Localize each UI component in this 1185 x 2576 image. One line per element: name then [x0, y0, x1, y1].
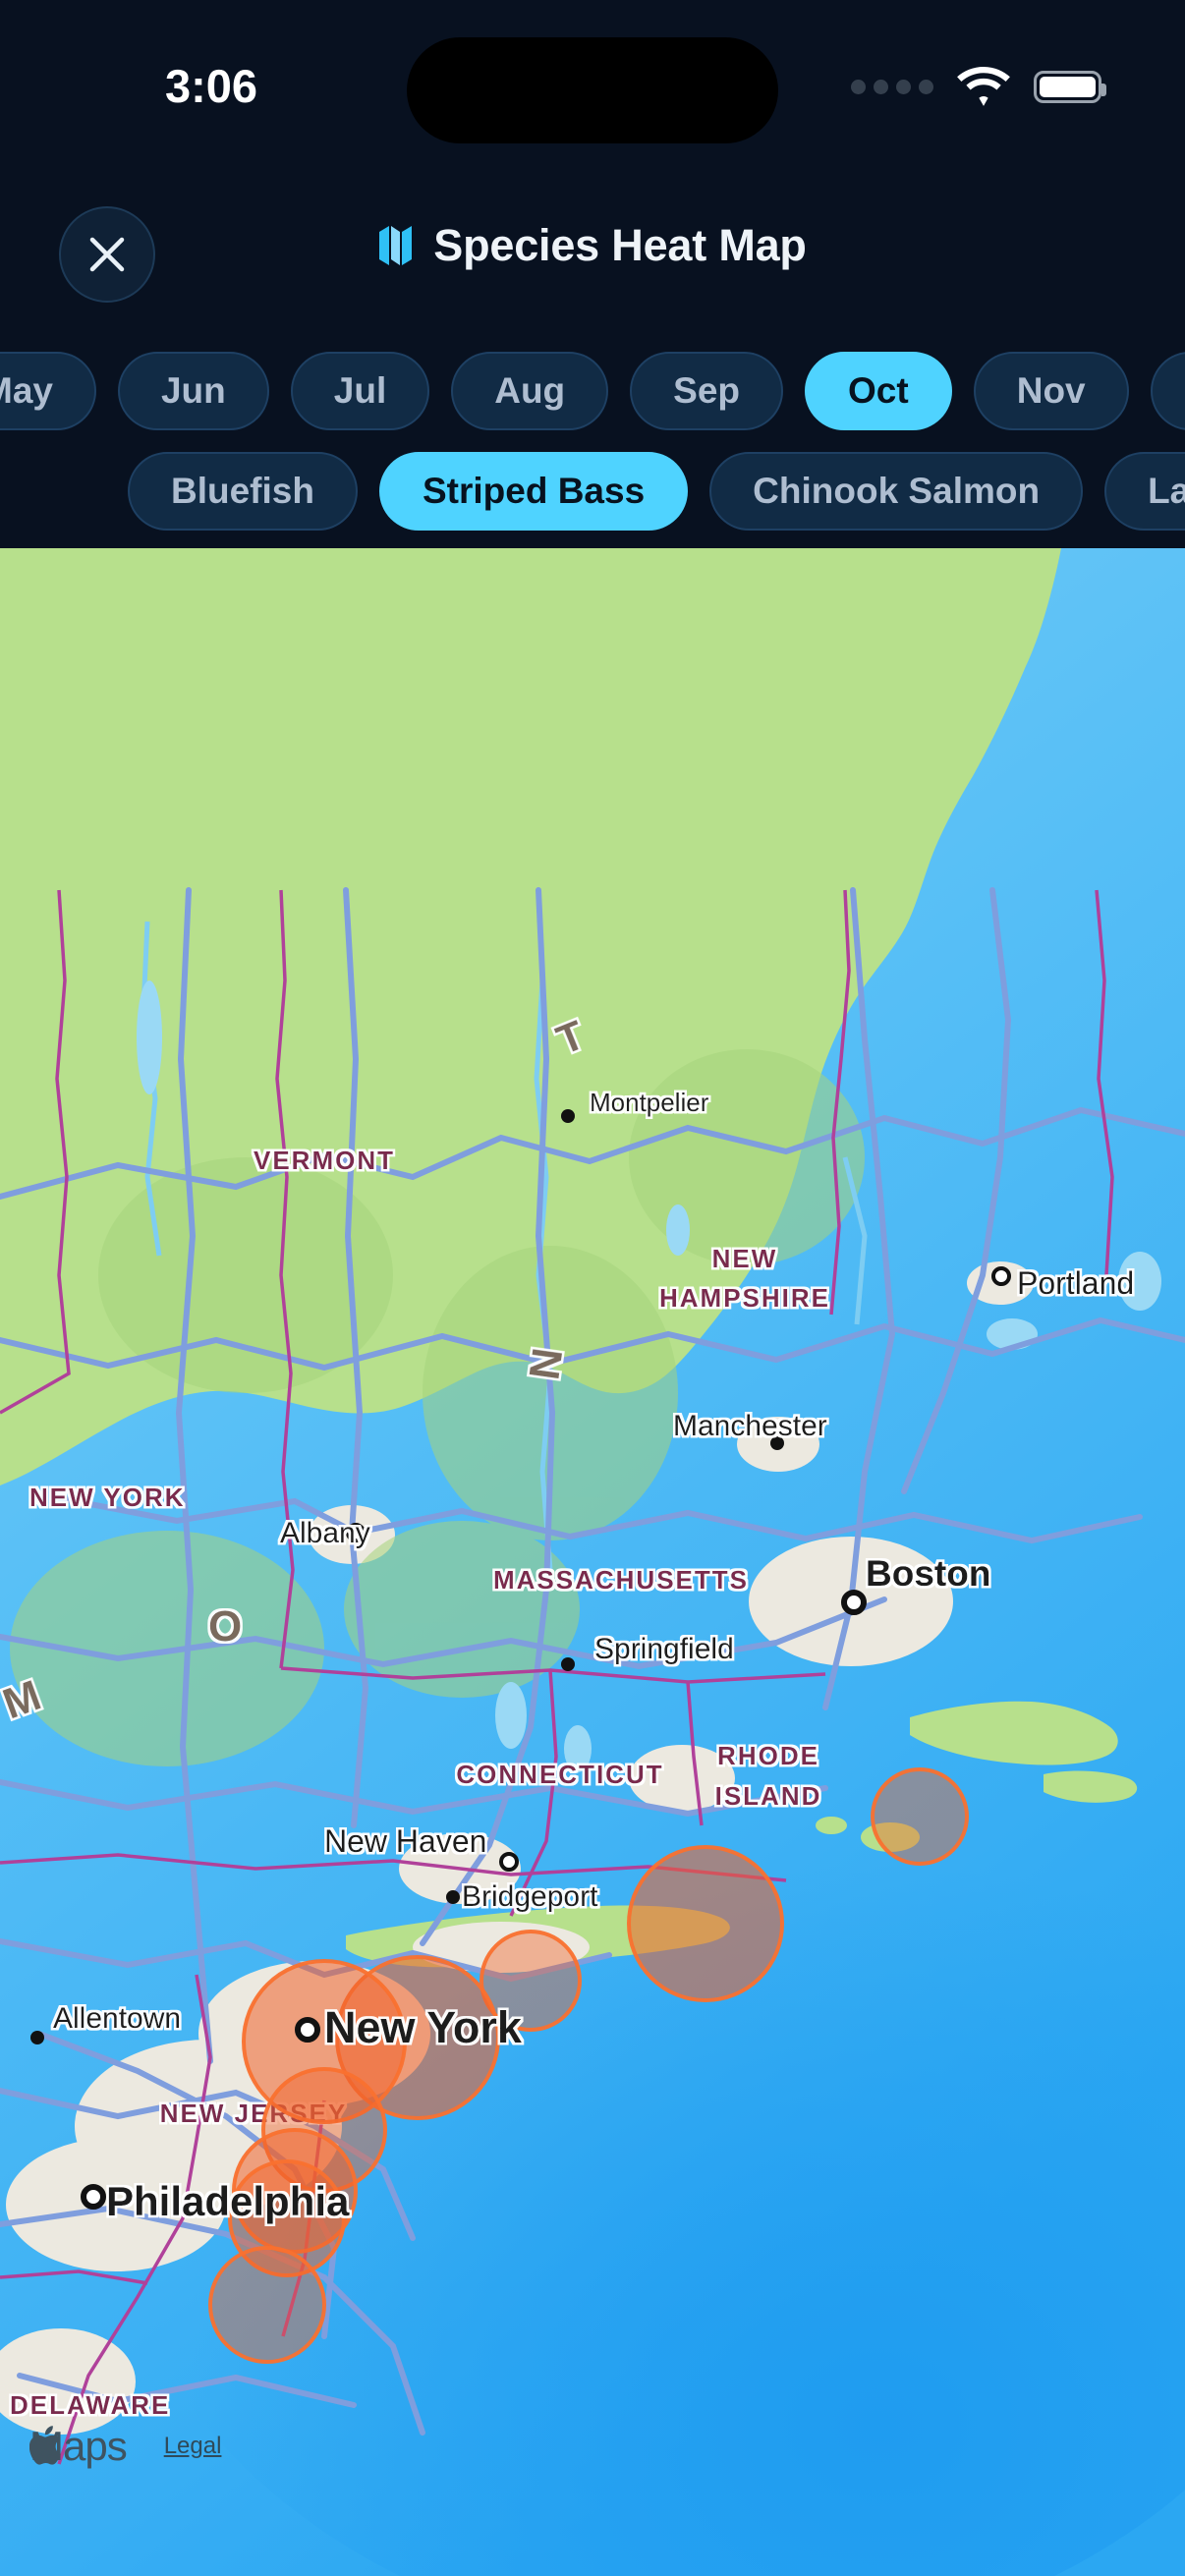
city-label: Bridgeport [462, 1880, 598, 1913]
city-dot [991, 1266, 1011, 1286]
city-label: Boston [866, 1553, 990, 1594]
city-label: Albany [280, 1517, 370, 1549]
battery-full-icon [1034, 70, 1106, 103]
city-dot [499, 1852, 519, 1872]
city-label: Manchester [673, 1410, 827, 1442]
heat-circle-cape-cod[interactable] [871, 1767, 969, 1866]
species-heat-layer [208, 1767, 969, 2364]
city-dot [295, 2017, 320, 2043]
road-network [0, 887, 1185, 2436]
page-title: Species Heat Map [0, 220, 1185, 271]
state-label: DELAWARE [10, 2390, 170, 2420]
map-icon [379, 226, 413, 265]
status-bar: 3:06 [0, 0, 1185, 157]
svg-text:O: O [208, 1602, 242, 1651]
month-chip-oct[interactable]: Oct [805, 352, 952, 430]
city-label: New York [324, 2002, 523, 2052]
species-chip-chinook-salmon[interactable]: Chinook Salmon [709, 452, 1084, 531]
chip-label: Sep [673, 370, 741, 411]
city-dot [446, 1890, 460, 1904]
month-chip-aug[interactable]: Aug [451, 352, 609, 430]
month-chip-jun[interactable]: Jun [117, 352, 269, 430]
chip-label: Nov [1016, 370, 1086, 411]
state-label: NEW [712, 1244, 778, 1273]
month-chip-may[interactable]: May [0, 352, 96, 430]
chip-label: May [0, 370, 53, 411]
month-chip-dec[interactable]: Dec [1150, 352, 1185, 430]
city-dot [346, 1523, 366, 1542]
wifi-icon [957, 67, 1010, 106]
close-button[interactable] [59, 206, 155, 303]
city-label: Allentown [53, 2002, 181, 2035]
state-label: MASSACHUSETTS [493, 1565, 749, 1595]
heat-circle-nj-south[interactable] [208, 2246, 326, 2364]
svg-text:N: N [520, 1345, 572, 1382]
chip-label: Largemouth Bass [1148, 471, 1185, 511]
map-attribution: Maps Legal [29, 2423, 221, 2470]
page-title-label: Species Heat Map [433, 220, 807, 270]
chip-label: Oct [848, 370, 909, 411]
sheet-header: Species Heat Map [0, 196, 1185, 334]
city-dot [561, 1109, 575, 1123]
map-canvas[interactable]: T N O M VERMONT NEW HAMPSHIRE NEW YORK MASSA… [0, 548, 1185, 2576]
city-dot [770, 1436, 784, 1450]
chip-label: Striped Bass [422, 471, 646, 511]
apple-maps-logo: Maps [29, 2423, 128, 2470]
month-chip-nov[interactable]: Nov [973, 352, 1129, 430]
apple-logo-icon [29, 2426, 61, 2465]
species-chip-bluefish[interactable]: Bluefish [128, 452, 358, 531]
species-filter-row[interactable]: Bluefish Striped Bass Chinook Salmon Largem… [0, 444, 1185, 538]
city-label: Portland [1017, 1265, 1134, 1301]
state-label: VERMONT [254, 1146, 395, 1175]
chip-label: Aug [494, 370, 566, 411]
chip-label: Jul [333, 370, 387, 411]
city-dot [561, 1657, 575, 1671]
heat-circle-block-island[interactable] [627, 1845, 784, 2002]
month-filter-row[interactable]: May Jun Jul Aug Sep Oct Nov Dec [0, 344, 1185, 438]
state-label: CONNECTICUT [456, 1760, 663, 1789]
dynamic-island [407, 37, 778, 143]
state-label: ISLAND [715, 1781, 822, 1811]
status-indicators [851, 67, 1106, 106]
close-icon [89, 237, 125, 272]
chip-label: Jun [160, 370, 226, 411]
state-label-group: VERMONT NEW HAMPSHIRE NEW YORK MASSACHUSETTS… [10, 1146, 830, 2420]
species-chip-largemouth-bass[interactable]: Largemouth Bass [1104, 452, 1185, 531]
city-dot [30, 2031, 44, 2044]
species-chip-striped-bass[interactable]: Striped Bass [378, 452, 689, 531]
state-label: NEW YORK [29, 1483, 186, 1512]
city-label: Montpelier [590, 1088, 709, 1117]
city-label: New Haven [324, 1823, 486, 1859]
top-control-panel: 3:06 [0, 0, 1185, 548]
state-label: RHODE [717, 1741, 819, 1770]
state-label: HAMPSHIRE [659, 1283, 830, 1313]
city-label: Springfield [594, 1633, 734, 1665]
city-label-group: Montpelier Portland Manchester Albany Boston… [30, 1088, 1134, 2224]
cellular-dots-icon [851, 79, 933, 94]
chip-label: Chinook Salmon [753, 471, 1041, 511]
status-time: 3:06 [165, 60, 258, 112]
city-label: Philadelphia [106, 2178, 350, 2224]
city-dot [81, 2184, 106, 2210]
city-dot [841, 1590, 867, 1615]
month-chip-sep[interactable]: Sep [630, 352, 784, 430]
month-chip-jul[interactable]: Jul [290, 352, 430, 430]
chip-label: Bluefish [171, 471, 314, 511]
legal-link[interactable]: Legal [163, 2433, 222, 2459]
heat-circle-montauk[interactable] [480, 1930, 582, 2032]
